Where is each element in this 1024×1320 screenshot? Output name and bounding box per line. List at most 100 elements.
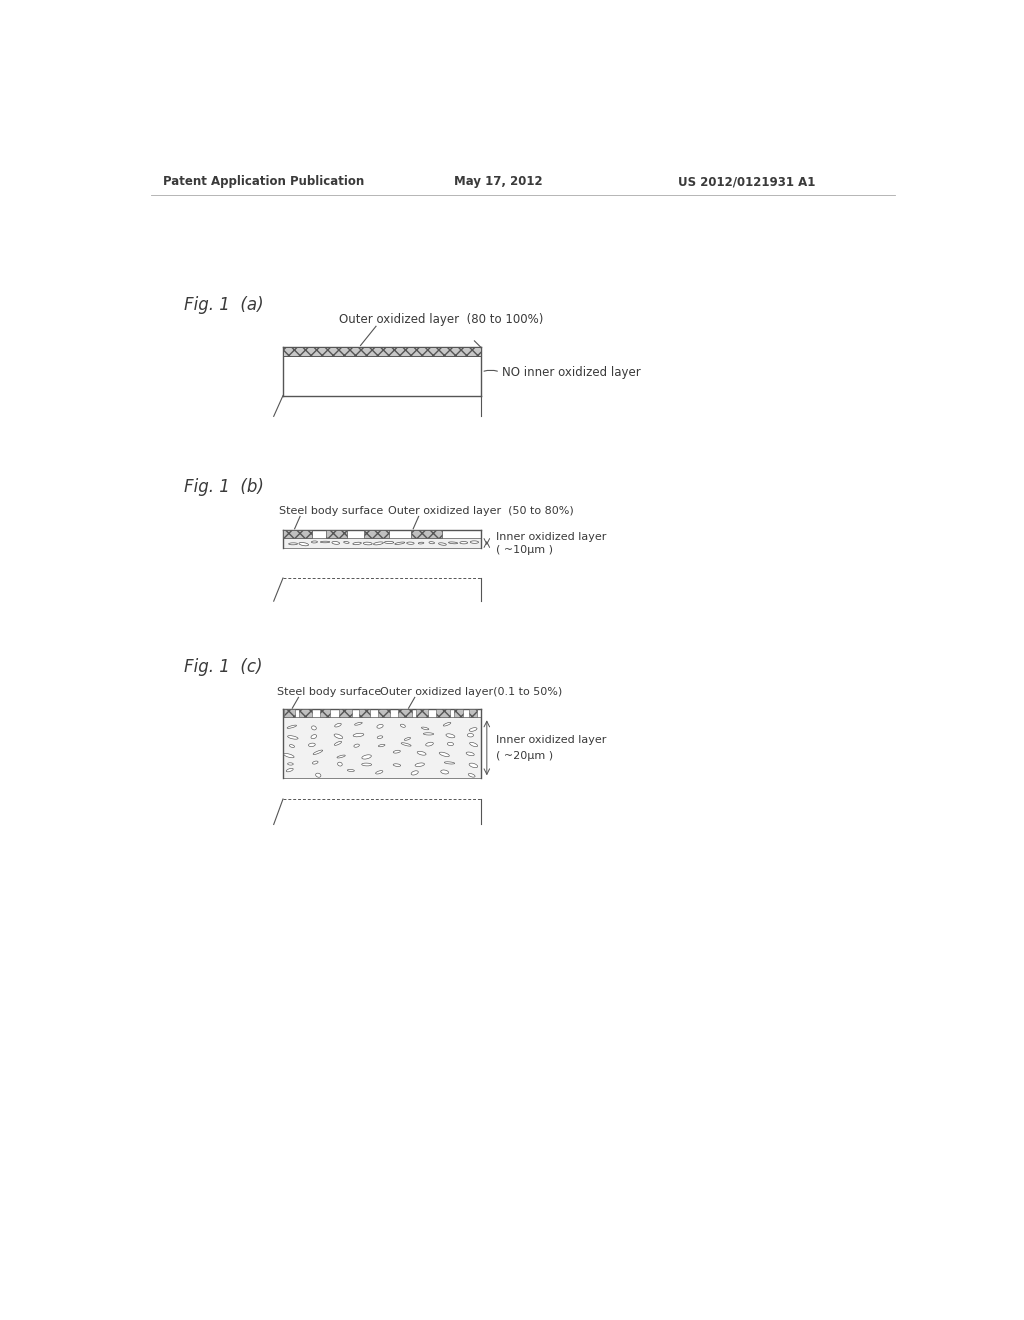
Ellipse shape [440,770,449,774]
Ellipse shape [378,744,385,747]
Ellipse shape [376,771,383,774]
Bar [326,529,347,539]
Bar [436,709,450,718]
Ellipse shape [311,735,316,739]
Ellipse shape [393,750,400,754]
Ellipse shape [290,744,295,747]
Text: ( ~10μm ): ( ~10μm ) [496,545,553,554]
Ellipse shape [377,725,383,729]
Bar [365,529,389,539]
Text: Steel body surface: Steel body surface [276,688,381,697]
Bar [397,709,412,718]
Ellipse shape [288,763,293,766]
Ellipse shape [444,762,455,764]
Ellipse shape [393,764,400,767]
Ellipse shape [332,541,340,544]
Ellipse shape [288,735,298,739]
Ellipse shape [415,763,425,767]
Ellipse shape [299,543,308,545]
Ellipse shape [364,543,372,545]
Bar [469,709,477,718]
Text: NO inner oxidized layer: NO inner oxidized layer [502,366,640,379]
Ellipse shape [377,735,383,738]
Ellipse shape [412,771,418,775]
Ellipse shape [344,541,349,544]
Text: Patent Application Publication: Patent Application Publication [163,176,365,187]
Bar [299,709,312,718]
Ellipse shape [469,727,477,731]
Ellipse shape [418,543,424,544]
Text: Fig. 1  (c): Fig. 1 (c) [183,657,262,676]
Bar [454,709,463,718]
Ellipse shape [439,752,450,756]
Ellipse shape [384,541,393,544]
Ellipse shape [400,725,406,727]
Ellipse shape [395,543,404,544]
Ellipse shape [361,755,372,759]
Bar [283,718,480,779]
Text: Inner oxidized layer: Inner oxidized layer [496,532,606,543]
Bar [359,709,370,718]
Ellipse shape [347,770,354,771]
Bar [321,709,331,718]
Ellipse shape [443,722,451,726]
Bar [378,709,390,718]
Ellipse shape [445,734,455,738]
Text: Inner oxidized layer: Inner oxidized layer [496,735,606,744]
Ellipse shape [469,763,477,768]
Ellipse shape [311,726,316,730]
Bar [283,539,480,548]
Ellipse shape [467,734,473,737]
Bar [339,709,352,718]
Ellipse shape [429,541,434,544]
Bar [411,529,442,539]
Ellipse shape [361,763,372,766]
Text: Outer oxidized layer(0.1 to 50%): Outer oxidized layer(0.1 to 50%) [380,688,562,697]
Ellipse shape [466,752,474,755]
Text: May 17, 2012: May 17, 2012 [454,176,542,187]
Bar [417,709,428,718]
Ellipse shape [354,744,359,747]
Ellipse shape [374,543,383,545]
Bar [283,347,480,356]
Ellipse shape [354,722,362,725]
Ellipse shape [312,762,318,764]
Ellipse shape [334,734,343,739]
Ellipse shape [315,774,321,777]
Ellipse shape [404,738,411,741]
Ellipse shape [438,543,446,545]
Ellipse shape [470,541,478,544]
Bar [283,529,312,539]
Ellipse shape [422,727,429,730]
Ellipse shape [334,742,342,746]
Ellipse shape [423,733,434,735]
Ellipse shape [417,751,426,755]
Ellipse shape [470,742,477,747]
Text: Fig. 1  (b): Fig. 1 (b) [183,478,263,496]
Ellipse shape [338,762,342,766]
Ellipse shape [321,541,330,543]
Ellipse shape [460,541,468,544]
Ellipse shape [311,541,317,543]
Text: Outer oxidized layer  (80 to 100%): Outer oxidized layer (80 to 100%) [339,313,543,326]
Ellipse shape [468,774,475,777]
Ellipse shape [337,755,345,758]
Text: Outer oxidized layer  (50 to 80%): Outer oxidized layer (50 to 80%) [388,507,573,516]
Ellipse shape [353,734,364,737]
Bar [284,709,295,718]
Text: ( ~20μm ): ( ~20μm ) [496,751,553,760]
Ellipse shape [287,725,297,729]
Ellipse shape [401,743,411,746]
Ellipse shape [308,743,315,747]
Ellipse shape [449,543,458,544]
Ellipse shape [335,723,341,727]
Ellipse shape [284,754,294,758]
Ellipse shape [287,768,293,772]
Text: Fig. 1  (a): Fig. 1 (a) [183,296,263,314]
Ellipse shape [447,742,454,746]
Text: Steel body surface: Steel body surface [280,507,383,516]
Ellipse shape [353,543,361,545]
Ellipse shape [407,543,414,544]
Ellipse shape [313,750,323,755]
Text: US 2012/0121931 A1: US 2012/0121931 A1 [678,176,816,187]
